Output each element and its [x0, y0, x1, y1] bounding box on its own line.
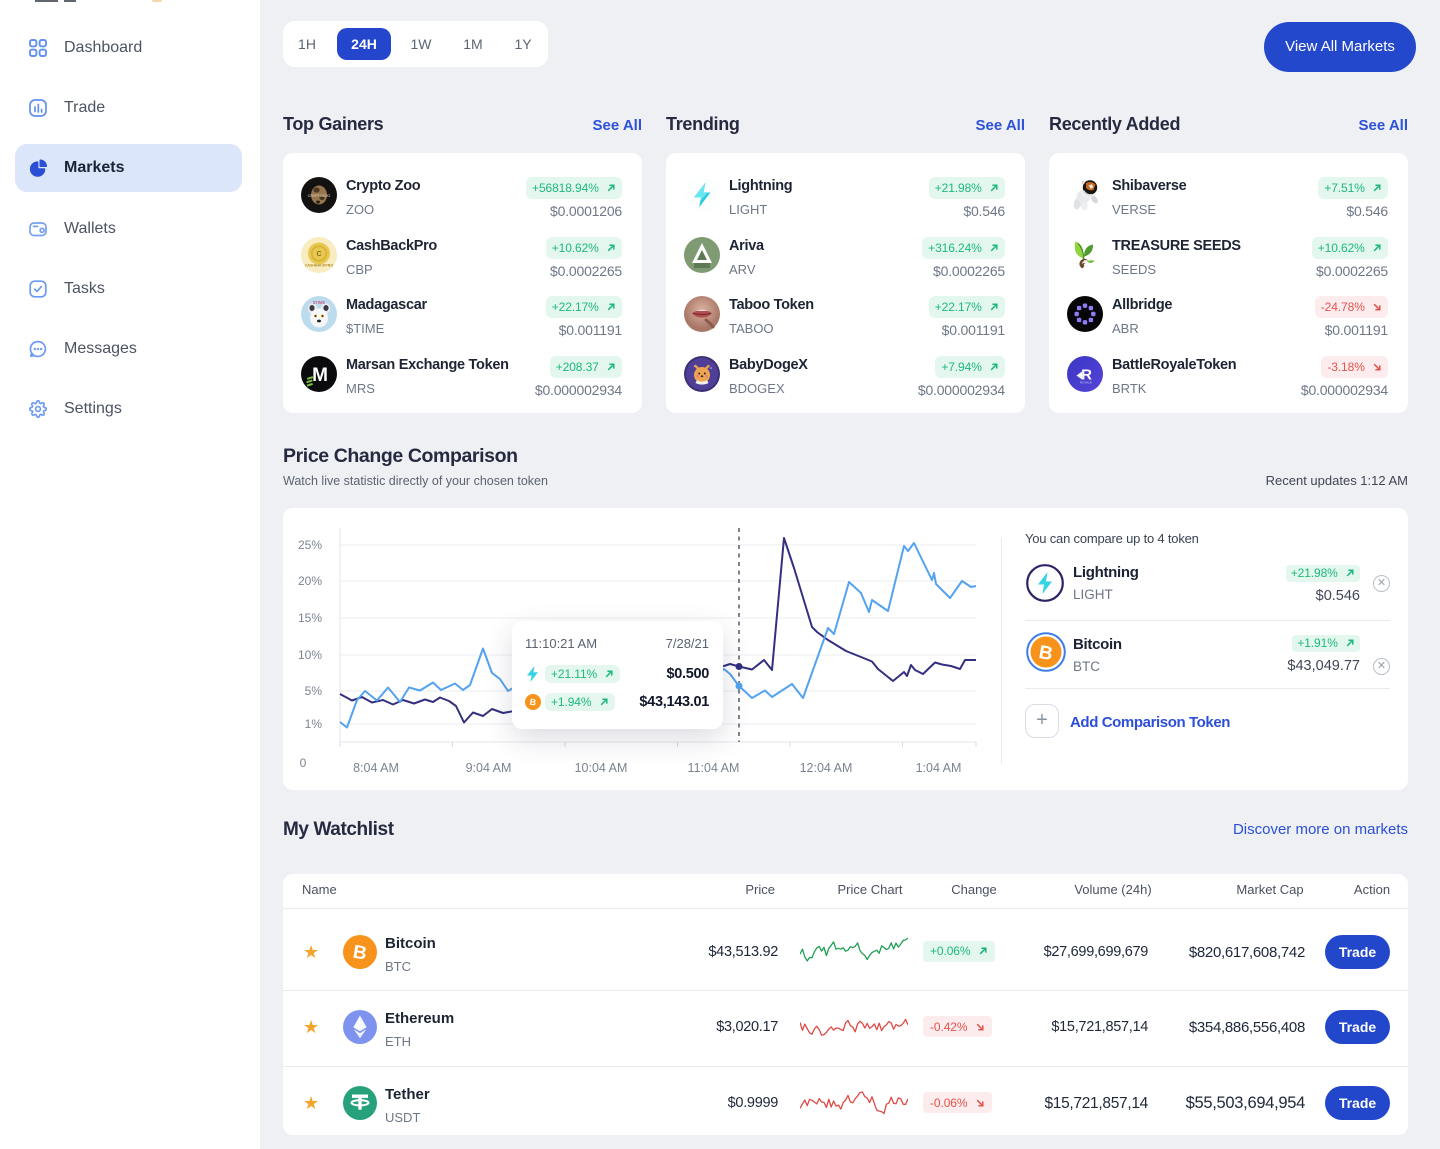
- svg-text:10:04 AM: 10:04 AM: [575, 761, 628, 775]
- svg-text:5%: 5%: [305, 684, 323, 698]
- svg-text:ROYALE: ROYALE: [1080, 380, 1092, 384]
- svg-text:12:04 AM: 12:04 AM: [800, 761, 853, 775]
- svg-text:11:04 AM: 11:04 AM: [688, 761, 740, 775]
- svg-text:25%: 25%: [298, 538, 322, 552]
- svg-text:10%: 10%: [298, 648, 322, 662]
- svg-text:9:04 AM: 9:04 AM: [466, 761, 512, 775]
- svg-text:B: B: [1037, 642, 1054, 665]
- svg-text:B: B: [529, 697, 537, 708]
- svg-text:C: C: [316, 251, 321, 258]
- svg-text:R: R: [1081, 366, 1092, 383]
- svg-text:1%: 1%: [305, 717, 323, 731]
- svg-text:0: 0: [300, 756, 307, 770]
- svg-text:8:04 AM: 8:04 AM: [353, 761, 399, 775]
- svg-text:CRYPTOZOO: CRYPTOZOO: [308, 194, 331, 198]
- svg-text:20%: 20%: [298, 574, 322, 588]
- svg-text:B: B: [351, 941, 368, 964]
- svg-text:$TIME: $TIME: [313, 300, 326, 305]
- svg-text:CASHBACKPRO: CASHBACKPRO: [305, 263, 334, 267]
- svg-text:1:04 AM: 1:04 AM: [916, 761, 962, 775]
- svg-text:M: M: [312, 365, 328, 386]
- svg-text:15%: 15%: [298, 611, 322, 625]
